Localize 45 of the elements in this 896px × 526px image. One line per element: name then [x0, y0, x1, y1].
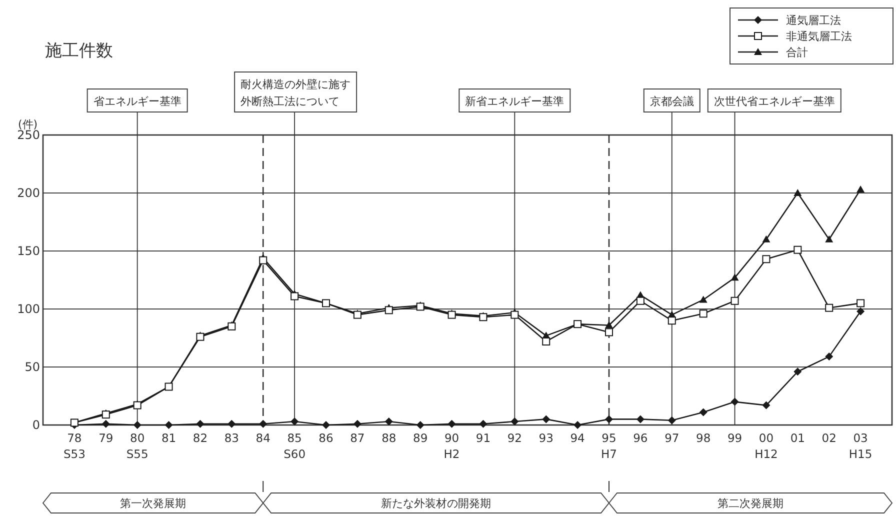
x-tick-label: 79 — [98, 431, 114, 445]
legend-label: 合計 — [786, 46, 808, 59]
y-tick-label: 150 — [17, 244, 40, 258]
y-axis-title: (件) — [18, 118, 38, 131]
text: 第二次発展期 — [718, 497, 784, 510]
y-tick-label: 50 — [24, 360, 40, 374]
x-tick-label: 03 H15 — [848, 431, 872, 461]
ref-line-label: 耐火構造の外壁に施す外断熱工法について — [240, 78, 351, 108]
x-tick-label: 00 H12 — [754, 431, 778, 461]
x-tick-label: 99 — [727, 431, 742, 445]
y-tick-label: 0 — [32, 418, 40, 432]
x-tick-label: 85 S60 — [284, 431, 306, 461]
x-tick-label: 92 — [507, 431, 522, 445]
ref-line-label: 省エネルギー基準 — [93, 95, 182, 108]
x-tick-label: 90 H2 — [444, 431, 460, 461]
x-tick-label: 84 — [256, 431, 270, 445]
legend-label: 非通気層工法 — [786, 30, 852, 43]
x-tick-label: 91 — [476, 431, 491, 445]
x-tick-label: 87 — [350, 431, 365, 445]
x-tick-label: 96 — [633, 431, 648, 445]
chart-title: 施工件数 — [45, 41, 113, 61]
x-tick-label: 95 H7 — [601, 431, 617, 461]
x-tick-label: 89 — [413, 431, 428, 445]
y-tick-label: 250 — [17, 128, 40, 142]
x-tick-label: 97 — [664, 431, 680, 445]
text: 新たな外装材の開発期 — [381, 497, 492, 510]
ref-line-label: 次世代省エネルギー基準 — [714, 95, 835, 108]
x-tick-label: 94 — [570, 431, 585, 445]
x-tick-label: 93 — [538, 431, 554, 445]
x-tick-label: 80 S55 — [126, 431, 148, 461]
y-tick-label: 100 — [17, 302, 40, 316]
ref-line-label: 京都会議 — [650, 95, 694, 108]
legend-label: 通気層工法 — [786, 14, 841, 27]
x-tick-label: 83 — [224, 431, 239, 445]
y-tick-label: 200 — [17, 186, 40, 200]
x-tick-label: 81 — [161, 431, 176, 445]
x-tick-label: 82 — [192, 431, 208, 445]
x-tick-label: 78 S53 — [63, 431, 86, 461]
x-tick-label: 86 — [318, 431, 334, 445]
x-tick-label: 02 — [822, 431, 836, 445]
text: 第一次発展期 — [120, 497, 186, 510]
ref-line-label: 新省エネルギー基準 — [465, 95, 564, 108]
x-tick-label: 98 — [696, 431, 711, 445]
x-tick-label: 88 — [382, 431, 396, 445]
x-tick-label: 01 — [790, 431, 805, 445]
